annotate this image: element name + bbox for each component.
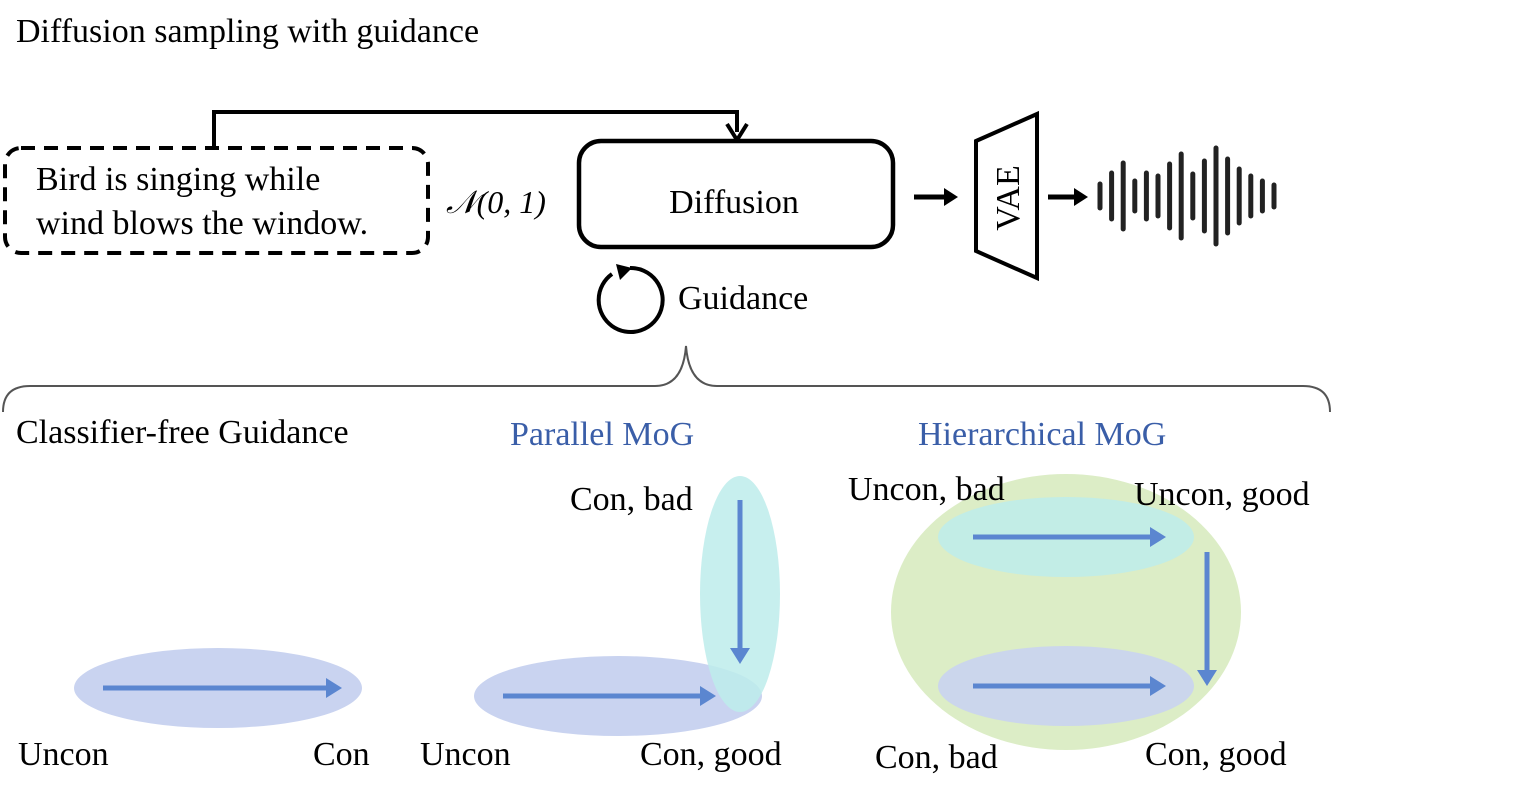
diffusion-to-vae-arrowhead xyxy=(944,188,958,206)
hierarchical-con-bad-label: Con, bad xyxy=(875,739,998,776)
panels-brace xyxy=(2,345,1331,413)
vae-label: VAE xyxy=(990,165,1027,231)
hierarchical-mog-title: Hierarchical MoG xyxy=(918,416,1166,453)
gaussian-noise-label: 𝒩(0, 1) xyxy=(446,184,546,220)
diffusion-label: Diffusion xyxy=(669,184,799,221)
diagram-title: Diffusion sampling with guidance xyxy=(16,13,479,50)
prompt-box xyxy=(3,146,430,255)
diffusion-box xyxy=(576,138,896,250)
hierarchical-vertical-arrowhead xyxy=(1197,670,1217,686)
prompt-text-line-1: Bird is singing while xyxy=(36,161,320,198)
cfg-panel-title: Classifier-free Guidance xyxy=(16,414,349,451)
guidance-label: Guidance xyxy=(678,280,808,317)
hierarchical-uncon-good-label: Uncon, good xyxy=(1134,476,1310,513)
parallel-vertical-arrowhead xyxy=(730,648,750,664)
hierarchical-uncon-bad-label: Uncon, bad xyxy=(848,471,1005,508)
guidance-loop-arrowhead xyxy=(616,264,632,280)
parallel-horizontal-arrowhead xyxy=(700,686,716,706)
hierarchical-con-good-label: Con, good xyxy=(1145,736,1287,773)
prompt-text-line-2: wind blows the window. xyxy=(36,205,368,242)
vae-block xyxy=(974,110,1039,282)
guidance-loop-icon xyxy=(596,265,665,334)
parallel-con-bad-label: Con, bad xyxy=(570,481,693,518)
hierarchical-bottom-arrowhead xyxy=(1150,676,1166,696)
cfg-con-label: Con xyxy=(313,736,370,773)
cfg-uncon-label: Uncon xyxy=(18,736,109,773)
vae-to-waveform-arrowhead xyxy=(1074,188,1088,206)
parallel-con-good-label: Con, good xyxy=(640,736,782,773)
cfg-arrowhead xyxy=(326,678,342,698)
hierarchical-top-arrowhead xyxy=(1150,527,1166,547)
audio-waveform-icon xyxy=(1097,145,1277,247)
prompt-to-diffusion-connector xyxy=(212,110,739,148)
parallel-uncon-label: Uncon xyxy=(420,736,511,773)
parallel-mog-title: Parallel MoG xyxy=(510,416,694,453)
